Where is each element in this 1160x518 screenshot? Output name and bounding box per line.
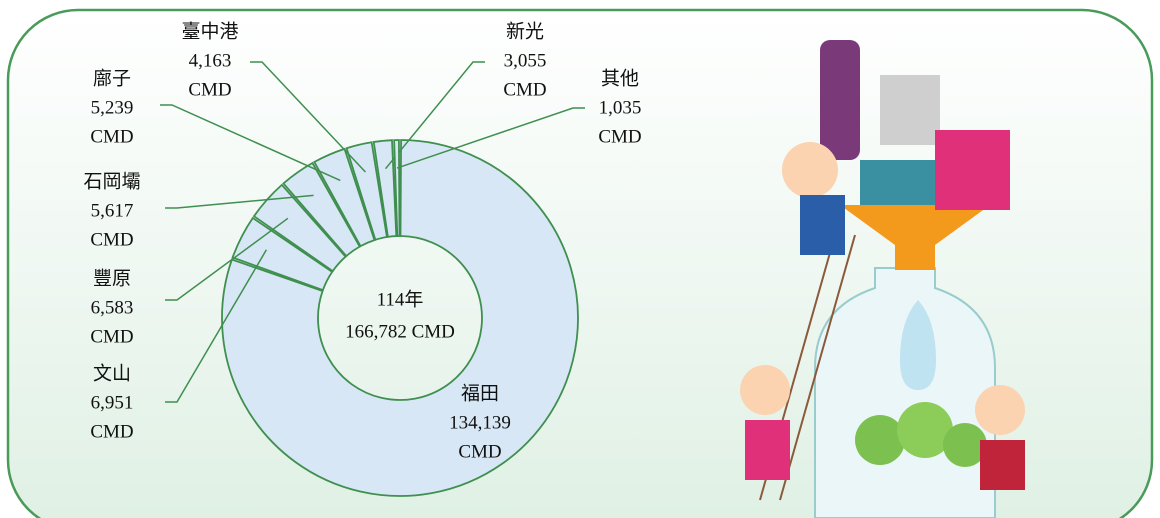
- center-label: 114年: [377, 288, 424, 310]
- donut-slice: [372, 139, 398, 238]
- slice-label: 福田: [461, 382, 499, 404]
- donut-slice: [252, 183, 347, 273]
- slice-label: 其他: [601, 67, 639, 89]
- unit-label: CMD: [90, 126, 133, 147]
- slice-label: 新光: [506, 20, 544, 42]
- donut-slice: [345, 141, 388, 241]
- unit-label: CMD: [90, 421, 133, 442]
- unit-label: CMD: [503, 79, 546, 100]
- illustration: [740, 40, 1025, 518]
- unit-label: CMD: [90, 326, 133, 347]
- value-label: 5,617: [91, 200, 134, 221]
- unit-label: CMD: [188, 79, 231, 100]
- slice-label: 豐原: [93, 267, 131, 289]
- value-label: 6,583: [91, 297, 134, 318]
- value-label: 134,139: [449, 412, 511, 433]
- value-label: 5,239: [91, 97, 134, 118]
- value-label: 1,035: [599, 97, 642, 118]
- value-label: 3,055: [504, 50, 547, 71]
- value-label: 4,163: [189, 50, 232, 71]
- slice-label: 文山: [93, 362, 131, 384]
- leader-line: [165, 249, 268, 403]
- leader-line: [160, 104, 341, 182]
- leader-line: [396, 107, 585, 169]
- leader-line: [250, 61, 366, 173]
- leader-line: [165, 217, 289, 301]
- donut-slice: [393, 139, 401, 237]
- slice-label: 廍子: [93, 67, 131, 89]
- donut-slice: [231, 216, 334, 292]
- leader-line: [384, 61, 485, 170]
- donut-slice: [221, 139, 579, 497]
- unit-label: CMD: [598, 126, 641, 147]
- unit-label: CMD: [458, 441, 501, 462]
- value-label: 6,951: [91, 392, 134, 413]
- slice-label: 石岡壩: [83, 170, 140, 192]
- donut-slice: [282, 161, 361, 258]
- leader-line: [165, 194, 314, 209]
- unit-label: CMD: [90, 229, 133, 250]
- slice-label: 臺中港: [181, 20, 238, 42]
- center-label: 166,782 CMD: [345, 321, 455, 342]
- donut-slice: [313, 147, 376, 248]
